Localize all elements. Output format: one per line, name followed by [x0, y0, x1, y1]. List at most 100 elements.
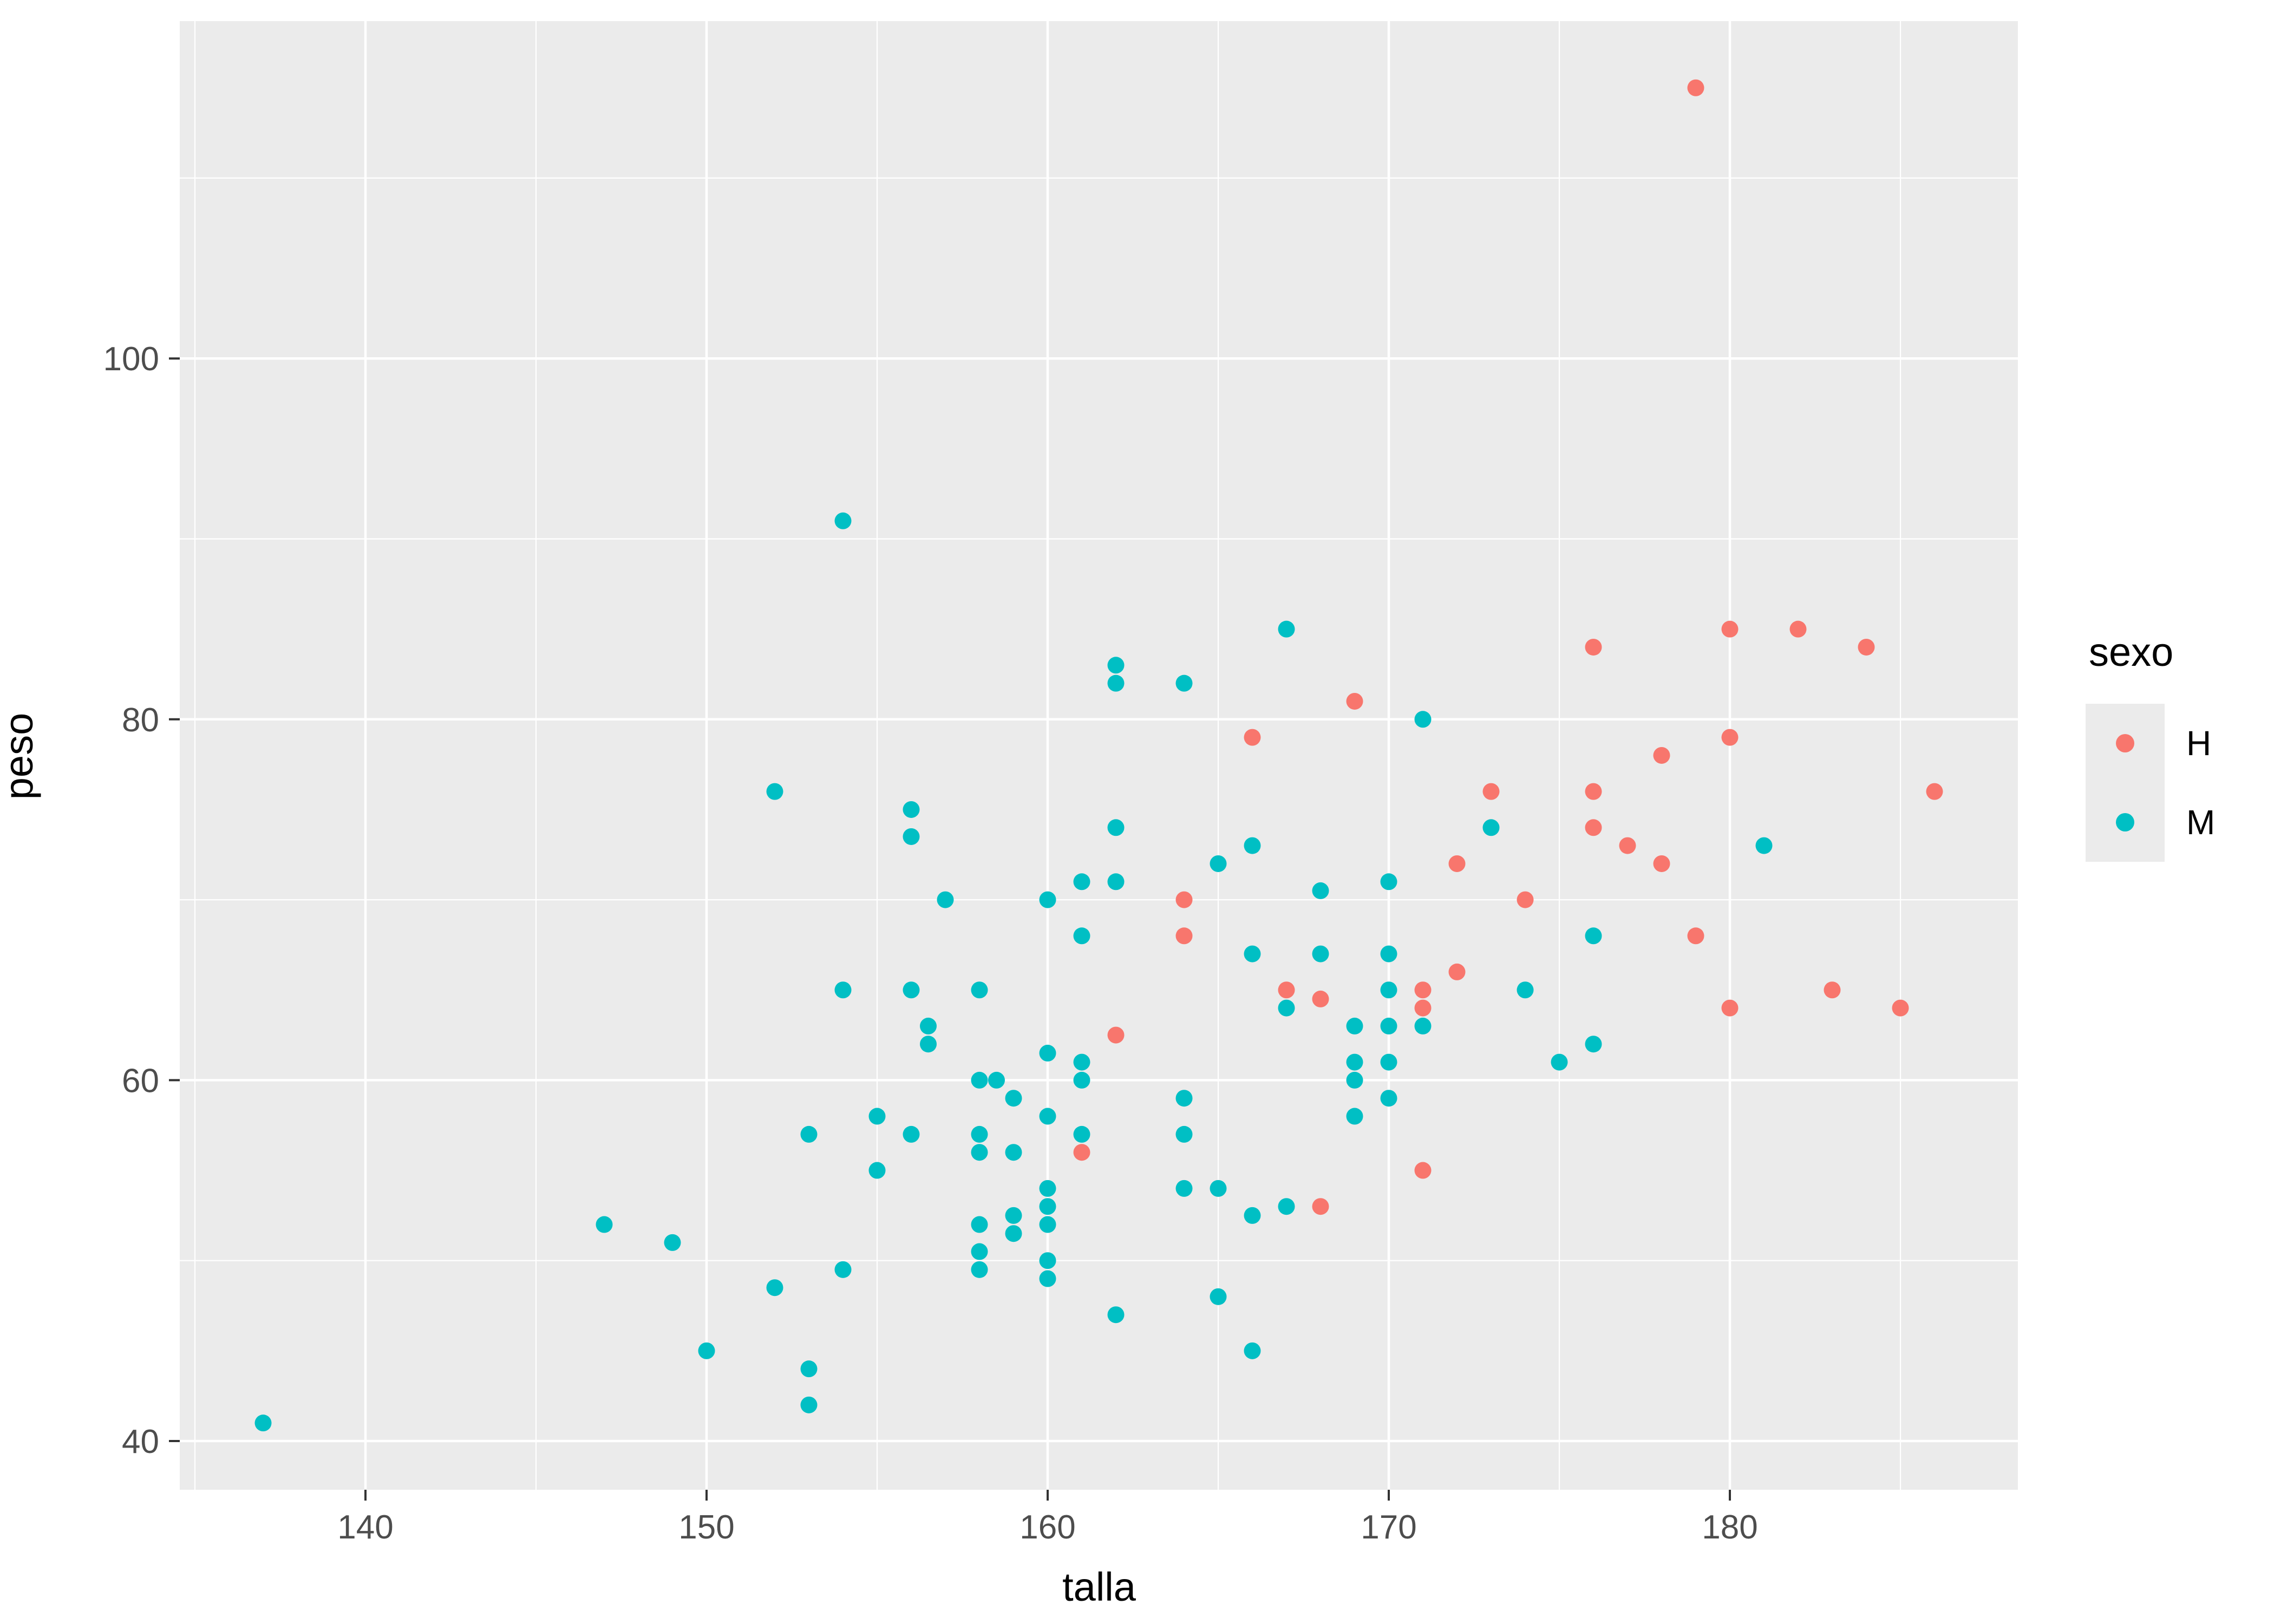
- data-point-M: [1005, 1090, 1022, 1107]
- data-point-H: [1278, 981, 1295, 999]
- legend-key-box: [2086, 704, 2165, 783]
- legend-label-M: M: [2186, 803, 2216, 842]
- data-point-M: [1210, 1288, 1227, 1305]
- data-point-M: [1073, 873, 1090, 890]
- data-point-H: [1073, 1144, 1090, 1161]
- legend-dot-H: [2116, 734, 2134, 752]
- data-point-M: [971, 1071, 988, 1089]
- data-point-M: [1278, 1198, 1295, 1215]
- data-point-M: [834, 981, 852, 999]
- data-point-H: [1585, 819, 1602, 836]
- data-point-H: [1824, 981, 1841, 999]
- x-tick-label: 170: [1361, 1509, 1416, 1546]
- data-point-M: [1278, 999, 1295, 1017]
- data-point-M: [1244, 837, 1261, 854]
- data-point-M: [1346, 1108, 1363, 1125]
- data-point-M: [1414, 711, 1432, 728]
- x-axis-title: talla: [1062, 1564, 1136, 1609]
- data-point-M: [971, 1243, 988, 1260]
- data-point-M: [1380, 1017, 1397, 1034]
- data-point-H: [1312, 990, 1329, 1007]
- y-tick-label: 100: [103, 340, 159, 378]
- data-point-M: [1039, 1216, 1056, 1233]
- data-point-M: [1107, 657, 1125, 674]
- x-tick-label: 150: [678, 1509, 734, 1546]
- data-point-H: [1687, 927, 1704, 945]
- data-point-H: [1175, 927, 1193, 945]
- data-point-M: [766, 1279, 783, 1296]
- data-point-M: [1073, 1053, 1090, 1071]
- data-point-M: [1107, 675, 1125, 692]
- legend: sexo H M: [2086, 632, 2215, 862]
- data-point-M: [1312, 882, 1329, 899]
- data-point-M: [1175, 1125, 1193, 1143]
- data-point-M: [1585, 1036, 1602, 1053]
- data-point-M: [1175, 1090, 1193, 1107]
- data-point-M: [1244, 1342, 1261, 1359]
- data-point-H: [1892, 999, 1909, 1017]
- data-point-M: [1175, 675, 1193, 692]
- data-point-M: [1244, 945, 1261, 962]
- data-point-M: [1278, 620, 1295, 638]
- data-point-H: [1517, 891, 1534, 908]
- data-point-M: [868, 1108, 886, 1125]
- data-point-H: [1653, 855, 1670, 872]
- data-point-M: [596, 1216, 613, 1233]
- data-point-M: [1107, 1306, 1125, 1324]
- data-point-M: [664, 1234, 681, 1251]
- data-point-H: [1858, 638, 1875, 656]
- data-point-M: [1039, 1252, 1056, 1269]
- data-point-M: [1380, 1053, 1397, 1071]
- y-tick-label: 80: [122, 702, 159, 739]
- data-point-H: [1721, 620, 1739, 638]
- data-point-M: [1073, 1125, 1090, 1143]
- data-point-H: [1585, 638, 1602, 656]
- data-point-H: [1414, 981, 1432, 999]
- data-point-M: [1380, 1090, 1397, 1107]
- data-point-H: [1312, 1198, 1329, 1215]
- data-point-M: [1551, 1053, 1568, 1071]
- legend-entry-M: M: [2086, 783, 2215, 862]
- data-point-M: [1039, 891, 1056, 908]
- data-point-M: [1073, 1071, 1090, 1089]
- legend-dot-M: [2116, 813, 2134, 831]
- data-point-H: [1414, 1162, 1432, 1179]
- x-tick-label: 140: [337, 1509, 393, 1546]
- x-tick-label: 160: [1020, 1509, 1075, 1546]
- data-point-H: [1585, 783, 1602, 800]
- data-point-M: [800, 1396, 818, 1413]
- data-point-M: [971, 1125, 988, 1143]
- data-point-H: [1721, 729, 1739, 746]
- data-point-M: [1346, 1071, 1363, 1089]
- y-axis-title: peso: [0, 712, 41, 800]
- data-point-H: [1619, 837, 1636, 854]
- data-point-M: [1517, 981, 1534, 999]
- y-tick-label: 40: [122, 1423, 159, 1461]
- data-point-H: [1448, 963, 1466, 980]
- data-point-H: [1244, 729, 1261, 746]
- data-point-H: [1789, 620, 1807, 638]
- data-point-M: [1039, 1270, 1056, 1287]
- data-point-M: [920, 1036, 937, 1053]
- data-point-M: [1039, 1108, 1056, 1125]
- plot-panel: [180, 21, 2018, 1490]
- data-point-H: [1346, 692, 1363, 710]
- data-point-M: [988, 1071, 1005, 1089]
- data-point-M: [1210, 1180, 1227, 1197]
- data-point-H: [1721, 999, 1739, 1017]
- data-point-M: [971, 1261, 988, 1278]
- data-point-H: [1448, 855, 1466, 872]
- data-point-M: [1073, 927, 1090, 945]
- legend-entry-H: H: [2086, 704, 2215, 783]
- data-point-M: [698, 1342, 715, 1359]
- data-point-M: [1005, 1207, 1022, 1224]
- data-point-M: [1380, 981, 1397, 999]
- data-point-M: [903, 981, 920, 999]
- data-point-H: [1107, 1026, 1125, 1044]
- data-point-M: [903, 828, 920, 845]
- x-tick-label: 180: [1702, 1509, 1757, 1546]
- data-point-M: [1346, 1017, 1363, 1034]
- data-point-M: [971, 1144, 988, 1161]
